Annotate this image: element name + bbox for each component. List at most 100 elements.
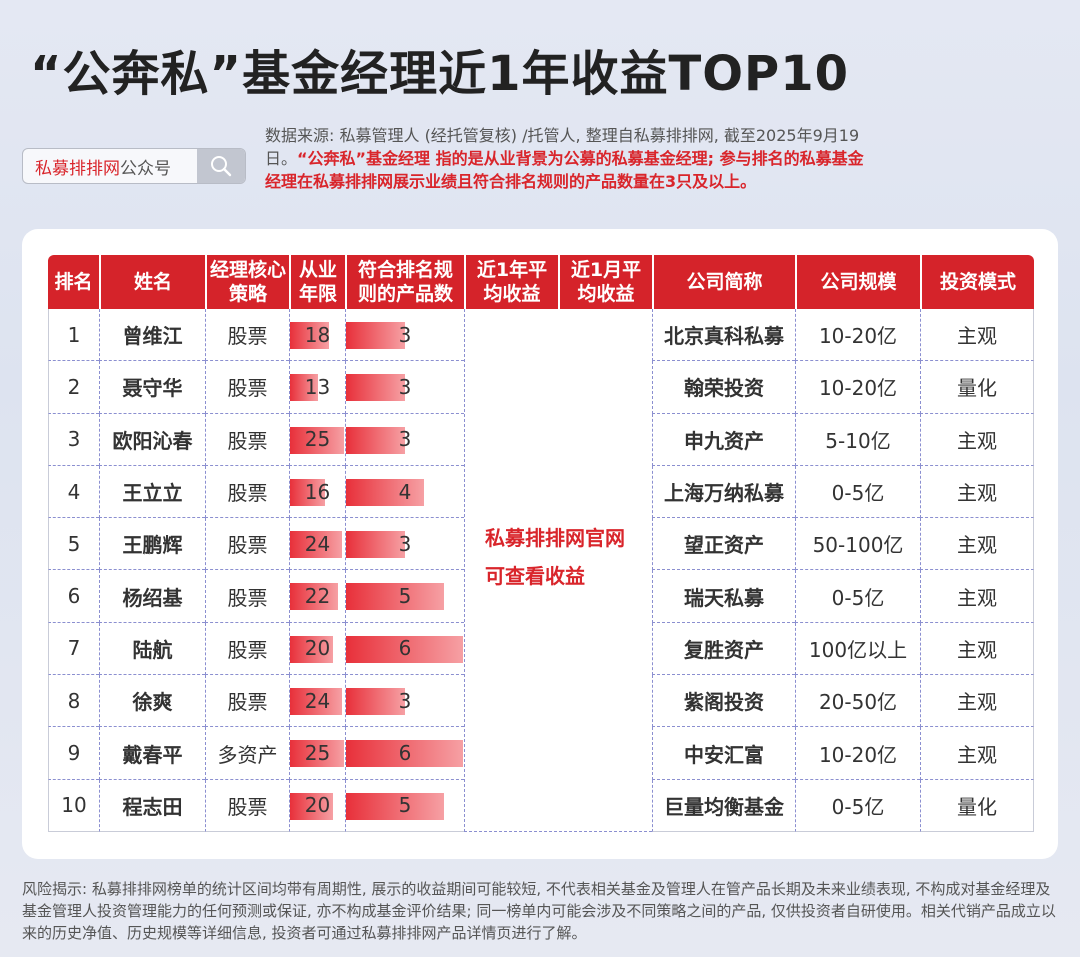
search-box[interactable]: 私募排排网公众号	[22, 148, 246, 184]
products-cell: 6	[345, 727, 464, 780]
rank-cell: 9	[48, 727, 99, 780]
returns-note-line2: 可查看收益	[485, 564, 585, 588]
years-cell-bar	[290, 583, 338, 611]
products-cell: 5	[345, 779, 464, 832]
products-cell-bar	[346, 478, 424, 506]
strategy-cell: 股票	[205, 361, 289, 414]
strategy-cell: 股票	[205, 518, 289, 571]
scale-cell: 10-20亿	[795, 361, 920, 414]
products-cell: 3	[345, 309, 464, 362]
table-card	[22, 229, 1058, 859]
scale-cell: 10-20亿	[795, 727, 920, 780]
mode-cell: 主观	[920, 309, 1034, 362]
search-button[interactable]	[197, 149, 245, 183]
name-cell: 陆航	[99, 622, 205, 676]
rank-cell: 5	[48, 518, 99, 571]
returns-note-line1: 私募排排网官网	[485, 526, 625, 550]
years-cell-label: 13	[304, 374, 331, 399]
scale-cell: 100亿以上	[795, 622, 920, 676]
table-row: 1 曾维江 股票 18 3 私募排排网官网 可查看收益 北京真科私募 10-20亿 主观	[48, 309, 1034, 832]
mode-cell: 主观	[920, 413, 1034, 466]
rank-cell: 10	[48, 779, 99, 832]
scale-cell: 10-20亿	[795, 309, 920, 362]
search-input[interactable]: 私募排排网公众号	[23, 154, 197, 179]
products-cell-label: 3	[398, 688, 412, 713]
years-cell-label: 22	[304, 584, 331, 609]
products-cell: 3	[345, 413, 464, 466]
products-cell: 6	[345, 622, 464, 676]
header-years: 从业年限	[289, 255, 345, 309]
years-cell-bar	[290, 478, 325, 506]
search-icon	[211, 156, 232, 177]
rank-cell: 4	[48, 465, 99, 519]
products-cell-bar	[346, 740, 463, 768]
mode-cell: 量化	[920, 361, 1034, 414]
years-cell: 24	[289, 518, 345, 571]
strategy-cell: 股票	[205, 309, 289, 362]
ranking-table: 排名 姓名 经理核心策略 从业年限 符合排名规则的产品数 近1年平均收益 近1月…	[48, 255, 1034, 832]
rank-cell: 2	[48, 361, 99, 414]
page-title: “公奔私”基金经理近1年收益TOP10	[30, 46, 850, 102]
years-cell: 24	[289, 675, 345, 728]
products-cell-label: 6	[398, 741, 412, 766]
products-cell-bar	[346, 635, 463, 663]
rank-cell: 3	[48, 413, 99, 466]
products-cell-bar	[346, 426, 405, 454]
products-cell: 4	[345, 465, 464, 519]
source-plain: 数据来源: 私募管理人 (经托管复核) /托管人, 整理自私募排排网, 截至20…	[265, 126, 860, 168]
strategy-cell: 股票	[205, 413, 289, 466]
name-cell: 欧阳沁春	[99, 413, 205, 466]
scale-cell: 50-100亿	[795, 518, 920, 571]
years-cell-label: 18	[304, 322, 331, 347]
years-cell: 25	[289, 727, 345, 780]
table-row: 10 程志田 股票 20 5 巨量均衡基金 0-5亿 量化	[48, 779, 1034, 832]
products-cell-label: 4	[398, 479, 412, 504]
years-cell-bar	[290, 635, 333, 663]
rank-cell: 6	[48, 570, 99, 623]
source-highlight: “公奔私”基金经理 指的是从业背景为公募的私募基金经理; 参与排名的私募基金经理…	[265, 149, 864, 191]
products-cell-bar	[346, 322, 405, 349]
rank-cell: 7	[48, 622, 99, 676]
table-row: 9 戴春平 多资产 25 6 中安汇富 10-20亿 主观	[48, 727, 1034, 780]
name-cell: 程志田	[99, 779, 205, 832]
header-mode: 投资模式	[920, 255, 1034, 309]
products-cell-label: 3	[398, 427, 412, 452]
scale-cell: 20-50亿	[795, 675, 920, 728]
returns-note[interactable]: 私募排排网官网 可查看收益	[465, 519, 652, 595]
rank-cell: 8	[48, 675, 99, 728]
company-cell: 中安汇富	[652, 727, 795, 780]
years-cell-label: 20	[304, 636, 331, 661]
products-cell: 5	[345, 570, 464, 623]
name-cell: 曾维江	[99, 309, 205, 362]
products-cell: 3	[345, 675, 464, 728]
years-cell-label: 25	[304, 741, 331, 766]
years-cell-bar	[290, 322, 329, 349]
years-cell: 25	[289, 413, 345, 466]
years-cell-label: 24	[304, 688, 331, 713]
years-cell: 22	[289, 570, 345, 623]
company-cell: 北京真科私募	[652, 309, 795, 362]
mode-cell: 主观	[920, 675, 1034, 728]
name-cell: 徐爽	[99, 675, 205, 728]
company-cell: 紫阁投资	[652, 675, 795, 728]
header-strategy: 经理核心策略	[205, 255, 289, 309]
search-brand: 私募排排网	[35, 158, 120, 179]
years-cell: 20	[289, 622, 345, 676]
header-scale: 公司规模	[795, 255, 920, 309]
company-cell: 巨量均衡基金	[652, 779, 795, 832]
header-return-1y: 近1年平均收益	[464, 255, 558, 309]
mode-cell: 量化	[920, 779, 1034, 832]
strategy-cell: 股票	[205, 675, 289, 728]
scale-cell: 0-5亿	[795, 779, 920, 832]
years-cell-label: 25	[304, 427, 331, 452]
scale-cell: 0-5亿	[795, 465, 920, 519]
scale-cell: 0-5亿	[795, 570, 920, 623]
table-body: 1 曾维江 股票 18 3 私募排排网官网 可查看收益 北京真科私募 10-20亿 主观 2 聂守华股…	[48, 309, 1034, 832]
products-cell-bar	[346, 374, 405, 402]
years-cell-label: 16	[304, 479, 331, 504]
company-cell: 上海万纳私募	[652, 465, 795, 519]
name-cell: 戴春平	[99, 727, 205, 780]
products-cell-label: 3	[398, 322, 412, 347]
header-rank: 排名	[48, 255, 99, 309]
data-source-note: 数据来源: 私募管理人 (经托管复核) /托管人, 整理自私募排排网, 截至20…	[265, 124, 877, 193]
